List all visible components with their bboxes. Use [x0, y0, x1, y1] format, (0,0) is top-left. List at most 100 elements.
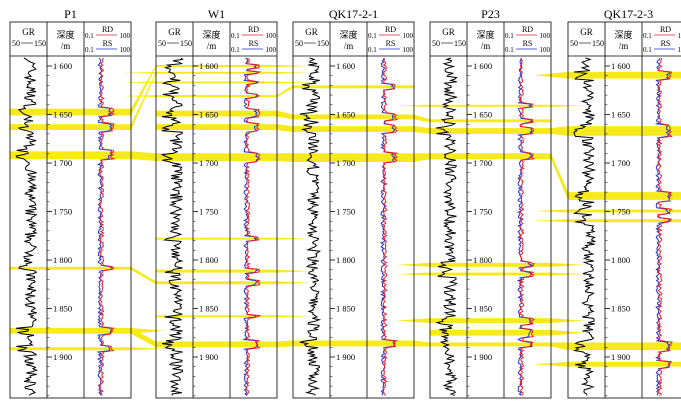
depth-tick-label: 1 800	[53, 255, 72, 265]
rs-scale-min: 0.1	[231, 46, 240, 54]
depth-tick-label: 1 900	[199, 352, 218, 362]
depth-tick-label: 1 600	[199, 61, 218, 71]
sand-pinchout-0	[122, 71, 156, 74]
sand-correlation-15	[551, 153, 568, 200]
depth-label: 深度	[56, 29, 74, 40]
depth-unit: /m	[344, 41, 354, 51]
rd-scale-min: 0.1	[643, 32, 652, 40]
depth-label: 深度	[339, 29, 357, 40]
rd-scale-max: 100	[120, 32, 131, 40]
well-name-0: P1	[64, 7, 77, 21]
sand-pinchout-6	[277, 237, 311, 240]
rs-label: RS	[661, 39, 671, 48]
rd-curve	[244, 57, 262, 396]
rd-scale-min: 0.1	[368, 32, 377, 40]
depth-tick-label: 1 800	[199, 255, 218, 265]
sand-pinchout-10	[131, 347, 165, 351]
sand-body-3-3	[430, 153, 551, 160]
sand-body-4-0	[568, 71, 681, 79]
sand-correlation-8	[277, 153, 293, 163]
sand-body-3-8	[430, 342, 551, 347]
well-name-3: P23	[481, 7, 500, 21]
sand-body-0-4	[10, 327, 131, 334]
depth-tick-label: 1 700	[473, 158, 492, 168]
sand-body-0-2	[10, 151, 131, 160]
sand-correlation-10	[414, 114, 430, 123]
sand-body-3-0	[430, 104, 551, 107]
sand-correlation-12	[414, 153, 430, 163]
rd-label: RD	[660, 25, 671, 34]
depth-tick-label: 1 850	[336, 304, 355, 314]
sand-body-4-2	[568, 192, 681, 200]
depth-tick-label: 1 750	[611, 207, 630, 217]
sand-body-1-3	[156, 95, 277, 98]
depth-tick-label: 1 900	[53, 352, 72, 362]
gr-scale-min: 50	[570, 39, 578, 48]
rd-scale-max: 100	[266, 32, 277, 40]
sand-correlation-1	[131, 71, 156, 131]
gr-scale-min: 50	[432, 39, 440, 48]
rd-scale-min: 0.1	[85, 32, 94, 40]
depth-tick-label: 1 900	[611, 352, 630, 362]
depth-tick-label: 1 650	[53, 110, 72, 120]
depth-tick-label: 1 650	[611, 110, 630, 120]
gr-scale-max: 150	[592, 39, 604, 48]
depth-tick-label: 1 900	[336, 352, 355, 362]
sand-pinchout-8	[277, 281, 311, 285]
well-name-2: QK17-2-1	[329, 7, 378, 21]
sand-pinchout-4	[277, 71, 311, 74]
rs-scale-min: 0.1	[85, 46, 94, 54]
well-name-1: W1	[208, 7, 225, 21]
depth-tick-label: 1 750	[199, 207, 218, 217]
depth-tick-label: 1 600	[611, 61, 630, 71]
rd-scale-max: 100	[403, 32, 414, 40]
depth-tick-label: 1 650	[199, 110, 218, 120]
sand-correlation-14	[551, 126, 568, 136]
depth-tick-label: 1 850	[53, 304, 72, 314]
sand-body-0-0	[10, 108, 131, 116]
gr-scale-max: 150	[317, 39, 329, 48]
sand-correlation-9	[277, 340, 293, 348]
sand-body-4-4	[568, 219, 681, 223]
depth-tick-label: 1 600	[336, 61, 355, 71]
sand-bodies-layer	[122, 65, 585, 367]
sand-pinchout-3	[277, 65, 311, 67]
sand-body-3-1	[430, 119, 551, 123]
sand-body-4-1	[568, 126, 681, 136]
depth-tick-label: 1 650	[473, 110, 492, 120]
rs-scale-max: 100	[540, 46, 551, 54]
sand-correlation-11	[414, 126, 430, 134]
rs-scale-max: 100	[120, 46, 131, 54]
well-name-4: QK17-2-3	[604, 7, 653, 21]
track-frame	[9, 21, 132, 399]
sand-body-0-1	[10, 124, 131, 131]
sand-body-1-7	[156, 237, 277, 240]
rs-label: RS	[103, 39, 113, 48]
gr-curve	[160, 57, 184, 396]
depth-tick-label: 1 700	[611, 158, 630, 168]
depth-tick-label: 1 850	[473, 304, 492, 314]
sand-correlation-2	[131, 151, 156, 162]
sand-body-2-0	[293, 85, 414, 89]
sand-correlation-6	[277, 110, 293, 120]
gr-label: GR	[442, 27, 455, 37]
rd-scale-min: 0.1	[505, 32, 514, 40]
sand-body-2-1	[293, 114, 414, 120]
gr-label: GR	[580, 27, 593, 37]
track-frame	[567, 21, 681, 399]
sand-correlation-7	[277, 124, 293, 132]
sand-pinchout-2	[122, 95, 156, 98]
rd-curve	[518, 57, 536, 396]
rs-scale-min: 0.1	[505, 46, 514, 54]
rs-scale-max: 100	[403, 46, 414, 54]
rs-scale-min: 0.1	[368, 46, 377, 54]
sand-body-4-3	[568, 209, 681, 213]
depth-unit: /m	[481, 41, 491, 51]
sand-correlation-5	[277, 85, 293, 98]
track-frame	[429, 21, 552, 399]
depth-tick-label: 1 900	[473, 352, 492, 362]
sand-pinchout-15	[396, 318, 430, 324]
